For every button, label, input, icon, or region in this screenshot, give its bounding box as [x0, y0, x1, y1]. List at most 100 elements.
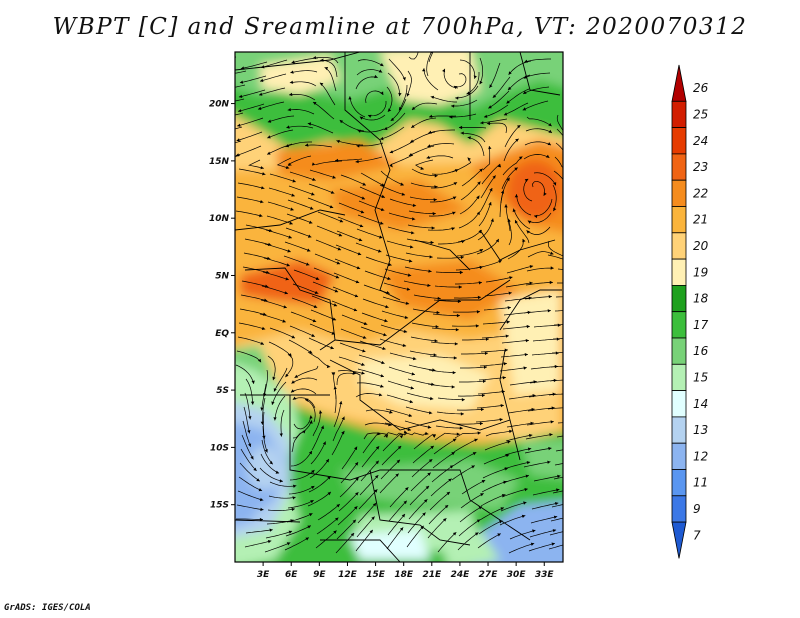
streamline — [245, 224, 273, 232]
streamline — [509, 381, 537, 386]
streamline-arrow — [412, 356, 417, 361]
streamline — [513, 208, 531, 230]
streamline-arrow — [479, 249, 483, 253]
streamline-arrow — [467, 157, 471, 161]
streamline-arrow — [354, 462, 359, 466]
streamline-arrow — [503, 362, 507, 366]
streamline — [525, 282, 553, 286]
streamline — [263, 369, 268, 397]
streamline-arrow — [573, 392, 576, 395]
streamline-arrow — [525, 339, 529, 343]
streamline — [266, 519, 294, 525]
lat-tick-label: 15S — [210, 501, 229, 511]
streamline — [264, 243, 291, 253]
lat-tick-label: 15N — [209, 157, 230, 167]
streamline — [526, 267, 554, 272]
streamline — [550, 517, 563, 522]
streamline — [285, 227, 312, 238]
streamline-arrow — [287, 108, 291, 112]
streamline — [273, 367, 288, 392]
streamline — [334, 386, 337, 414]
streamline-arrow — [378, 249, 382, 253]
streamline — [532, 489, 560, 496]
streamline — [387, 226, 415, 234]
streamline-arrow — [504, 348, 508, 352]
streamline-arrow — [292, 396, 297, 400]
streamline-arrow — [500, 404, 504, 408]
streamline — [526, 226, 551, 235]
streamline-arrow — [446, 491, 450, 496]
colorbar-swatch — [671, 363, 687, 391]
streamline — [550, 365, 563, 368]
colorbar-label: 26 — [693, 81, 709, 95]
streamline-arrow — [550, 420, 554, 424]
streamline-arrow — [524, 353, 528, 357]
streamline-arrow — [452, 438, 457, 442]
streamline-arrow — [279, 479, 283, 483]
streamline-arrow — [352, 519, 356, 524]
colorbar-bottom-arrow — [671, 521, 687, 559]
streamline-arrow — [571, 260, 574, 263]
streamline — [532, 180, 545, 196]
streamline-arrow — [568, 189, 571, 192]
streamline — [384, 268, 412, 277]
streamline — [359, 340, 386, 350]
streamline-arrow — [512, 208, 516, 212]
streamline-arrow — [359, 116, 364, 120]
streamline-arrow — [260, 78, 264, 82]
lon-tick-label: 24E — [451, 570, 471, 580]
streamline — [261, 439, 274, 465]
streamline — [312, 57, 339, 64]
streamline-arrow — [361, 196, 365, 200]
streamline-arrow — [545, 154, 550, 158]
streamline — [308, 337, 334, 350]
streamline-arrow — [338, 233, 343, 237]
lon-tick-label: 27E — [479, 570, 499, 580]
streamline — [556, 128, 563, 137]
streamline — [280, 409, 285, 437]
streamline-arrow — [269, 528, 273, 532]
streamline-arrow — [380, 221, 384, 225]
streamline — [336, 230, 363, 242]
streamline-arrow — [336, 139, 340, 144]
streamline-arrow — [548, 446, 552, 451]
streamline — [457, 394, 486, 397]
streamline-arrow — [262, 172, 266, 176]
streamline-arrow — [425, 431, 429, 436]
streamline-arrow — [432, 212, 436, 216]
streamline — [236, 196, 264, 203]
streamline — [358, 354, 385, 364]
streamline — [265, 229, 292, 239]
streamline — [433, 299, 461, 302]
streamline — [363, 284, 390, 294]
streamline-arrow — [458, 285, 462, 289]
streamline-arrow — [259, 92, 263, 96]
streamline-arrow — [285, 277, 289, 281]
streamline — [549, 531, 563, 536]
streamline-arrow — [285, 165, 290, 169]
streamline — [356, 382, 384, 388]
streamline-arrow — [359, 224, 364, 228]
streamline — [531, 502, 559, 510]
streamline-arrow — [379, 235, 383, 239]
streamline — [452, 311, 481, 313]
streamline — [554, 310, 563, 312]
lon-tick-label: 3E — [257, 570, 270, 580]
streamline-arrow — [451, 104, 455, 108]
streamline — [449, 113, 477, 118]
streamline — [475, 418, 503, 423]
streamline-arrow — [311, 162, 316, 166]
streamline-arrow — [474, 438, 478, 442]
streamline-arrow — [498, 260, 502, 264]
streamline — [337, 506, 358, 526]
streamline-arrow — [250, 401, 255, 405]
streamline-arrow — [375, 475, 379, 479]
streamline — [431, 182, 458, 189]
streamline-arrow — [292, 484, 297, 488]
streamline — [404, 266, 432, 272]
streamline — [382, 296, 410, 305]
lat-tick-label: 5N — [215, 271, 229, 281]
streamline-arrow — [339, 219, 344, 223]
streamline-arrow — [553, 515, 558, 519]
streamline — [534, 198, 553, 217]
